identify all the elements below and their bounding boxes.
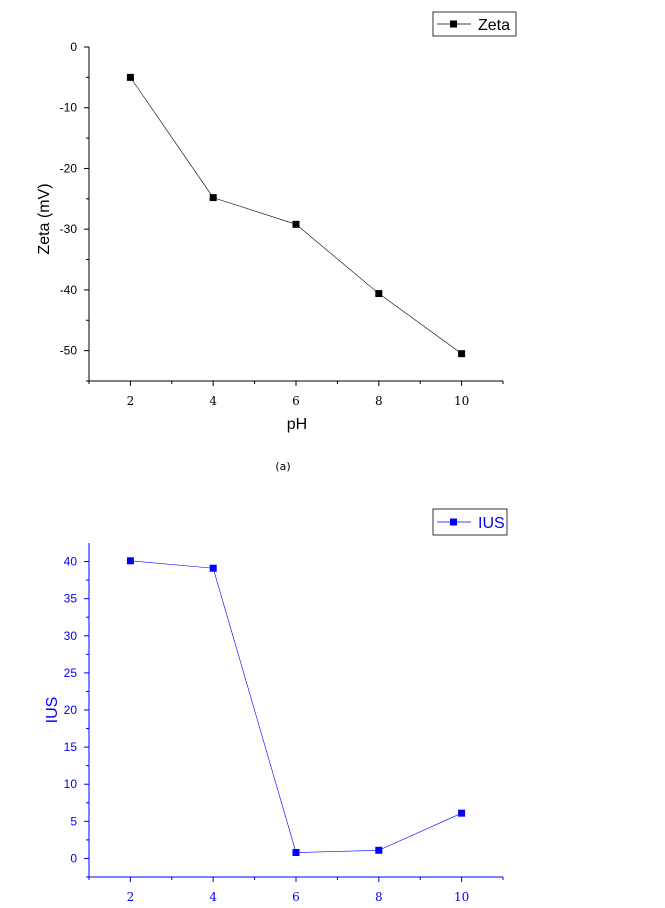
data-point xyxy=(209,564,217,572)
x-tick-label: 6 xyxy=(292,394,300,408)
y-tick-label: -50 xyxy=(60,344,78,358)
y-axis-title: IUS xyxy=(44,697,61,724)
data-point xyxy=(375,846,383,854)
y-tick-label: 15 xyxy=(64,740,78,754)
y-tick-label: 10 xyxy=(64,777,78,791)
x-tick-label: 10 xyxy=(454,394,469,408)
data-point xyxy=(458,350,466,358)
y-axis-title: Zeta (mV) xyxy=(36,183,53,254)
x-tick-label: 8 xyxy=(375,890,383,904)
legend-marker xyxy=(450,20,457,28)
zeta-chart: 0 -10 -20 -30 -40 -50 2 4 6 8 10 pH Zeta (mV) Zeta xyxy=(36,11,517,433)
x-axis-title: pH xyxy=(287,416,307,433)
data-point xyxy=(375,290,383,298)
x-tick-label: 2 xyxy=(127,394,135,408)
series-line xyxy=(130,77,462,354)
y-tick-label: 25 xyxy=(64,666,78,680)
y-tick-label: 5 xyxy=(70,814,77,828)
data-point xyxy=(126,73,134,81)
y-tick-label: -10 xyxy=(60,101,78,115)
y-tick-label: 0 xyxy=(70,851,77,865)
y-tick-label: 35 xyxy=(64,592,78,606)
legend-label: Zeta xyxy=(478,17,510,34)
ius-chart: 40 35 30 25 20 15 10 5 0 2 4 6 8 10 IUS IUS xyxy=(44,508,508,904)
x-tick-label: 4 xyxy=(209,890,217,904)
legend-label: IUS xyxy=(478,515,505,532)
data-point xyxy=(209,194,217,202)
y-tick-label: -30 xyxy=(60,222,78,236)
y-tick-label: -40 xyxy=(60,283,78,297)
x-tick-label: 8 xyxy=(375,394,383,408)
y-tick-label: -20 xyxy=(60,161,78,175)
x-tick-label: 6 xyxy=(292,890,300,904)
x-tick-label: 2 xyxy=(127,890,135,904)
data-point xyxy=(458,809,466,817)
data-point xyxy=(126,557,134,565)
y-tick-label: 30 xyxy=(64,629,78,643)
data-point xyxy=(292,220,300,228)
x-tick-label: 4 xyxy=(209,394,217,408)
data-point xyxy=(292,849,300,857)
caption-a: (a) xyxy=(275,460,290,473)
y-tick-label: 0 xyxy=(70,40,77,54)
series-line xyxy=(130,560,462,853)
x-tick-label: 10 xyxy=(454,890,469,904)
y-tick-label: 20 xyxy=(64,703,78,717)
y-tick-label: 40 xyxy=(64,555,78,569)
legend-marker xyxy=(450,518,457,526)
